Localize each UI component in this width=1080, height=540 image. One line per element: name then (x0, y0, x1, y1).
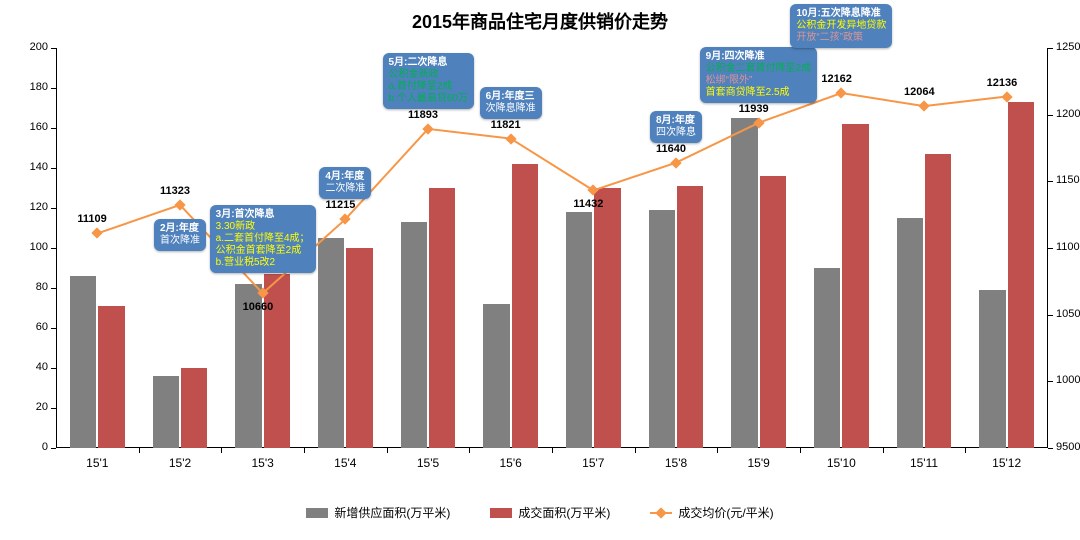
legend-label: 成交均价(元/平米) (678, 504, 773, 521)
legend-item: 成交均价(元/平米) (650, 504, 773, 521)
y-left-tick-label: 100 (8, 241, 48, 253)
price-value-label: 11939 (739, 103, 769, 115)
price-value-label: 11215 (325, 199, 355, 211)
policy-callout: 10月:五次降息降准公积金开发异地贷款开放“二孩”政策 (790, 4, 892, 48)
legend-item: 新增供应面积(万平米) (306, 504, 450, 521)
legend: 新增供应面积(万平米) 成交面积(万平米) 成交均价(元/平米) (0, 504, 1080, 521)
price-value-label: 11109 (77, 213, 106, 225)
y-left-tick-label: 20 (8, 401, 48, 413)
x-tick-label: 15'3 (233, 456, 293, 470)
legend-label: 新增供应面积(万平米) (334, 504, 450, 521)
price-value-label: 11432 (573, 198, 603, 210)
y-right-tick-label: 12500 (1056, 41, 1080, 53)
chart-title: 2015年商品住宅月度供销价走势 (0, 8, 1080, 34)
x-tick-label: 15'11 (894, 456, 954, 470)
y-right-tick-label: 9500 (1056, 441, 1080, 453)
y-right-tick-label: 11500 (1056, 174, 1080, 186)
policy-callout: 8月:年度四次降息 (650, 111, 702, 143)
y-left-tick-label: 40 (8, 361, 48, 373)
policy-callout: 6月:年度三次降息降准 (480, 87, 542, 119)
x-tick-label: 15'4 (315, 456, 375, 470)
chart-container: 2015年商品住宅月度供销价走势 02040608010012014016018… (0, 0, 1080, 540)
price-value-label: 11893 (408, 109, 438, 121)
policy-callout: 3月:首次降息3.30新政a.二套首付降至4成；公积金首套降至2成b.营业税5改… (210, 205, 316, 273)
price-value-label: 11821 (491, 119, 521, 131)
x-tick-label: 15'8 (646, 456, 706, 470)
plot-area: 0204060801001201401601802009500100001050… (56, 48, 1048, 448)
y-left-tick-label: 120 (8, 201, 48, 213)
policy-callout: 9月:四次降准公积金二套首付降至2成松绑“限外”首套商贷降至2.5成 (700, 47, 818, 103)
y-right-tick-label: 12000 (1056, 108, 1080, 120)
x-tick-label: 15'2 (150, 456, 210, 470)
y-right-tick-label: 10000 (1056, 374, 1080, 386)
legend-label: 成交面积(万平米) (518, 504, 610, 521)
price-value-label: 12064 (904, 86, 935, 98)
legend-bar-icon (490, 508, 512, 518)
x-tick-label: 15'1 (67, 456, 127, 470)
x-tick-label: 15'7 (563, 456, 623, 470)
price-value-label: 10660 (243, 301, 274, 313)
y-left-tick-label: 200 (8, 41, 48, 53)
x-tick-label: 15'6 (481, 456, 541, 470)
x-tick-label: 15'9 (729, 456, 789, 470)
y-right-tick-label: 11000 (1056, 241, 1080, 253)
legend-bar-icon (306, 508, 328, 518)
legend-line-icon (650, 512, 672, 514)
policy-callout: 2月:年度首次降准 (154, 219, 206, 251)
y-left-tick-label: 80 (8, 281, 48, 293)
x-tick-label: 15'12 (977, 456, 1037, 470)
y-left-tick-label: 0 (8, 441, 48, 453)
x-tick-label: 15'5 (398, 456, 458, 470)
price-value-label: 11640 (656, 143, 686, 155)
x-tick-label: 15'10 (811, 456, 871, 470)
price-value-label: 12136 (987, 77, 1018, 89)
price-value-label: 12162 (821, 73, 852, 85)
price-value-label: 11323 (160, 185, 190, 197)
y-left-tick-label: 140 (8, 161, 48, 173)
y-left-tick-label: 60 (8, 321, 48, 333)
legend-item: 成交面积(万平米) (490, 504, 610, 521)
policy-callout: 5月:二次降息公积金新政a.首付降至2成b.个人最高贷60万 (383, 53, 474, 109)
policy-callout: 4月:年度二次降准 (319, 167, 371, 199)
y-left-tick-label: 160 (8, 121, 48, 133)
y-right-tick-label: 10500 (1056, 308, 1080, 320)
y-left-tick-label: 180 (8, 81, 48, 93)
